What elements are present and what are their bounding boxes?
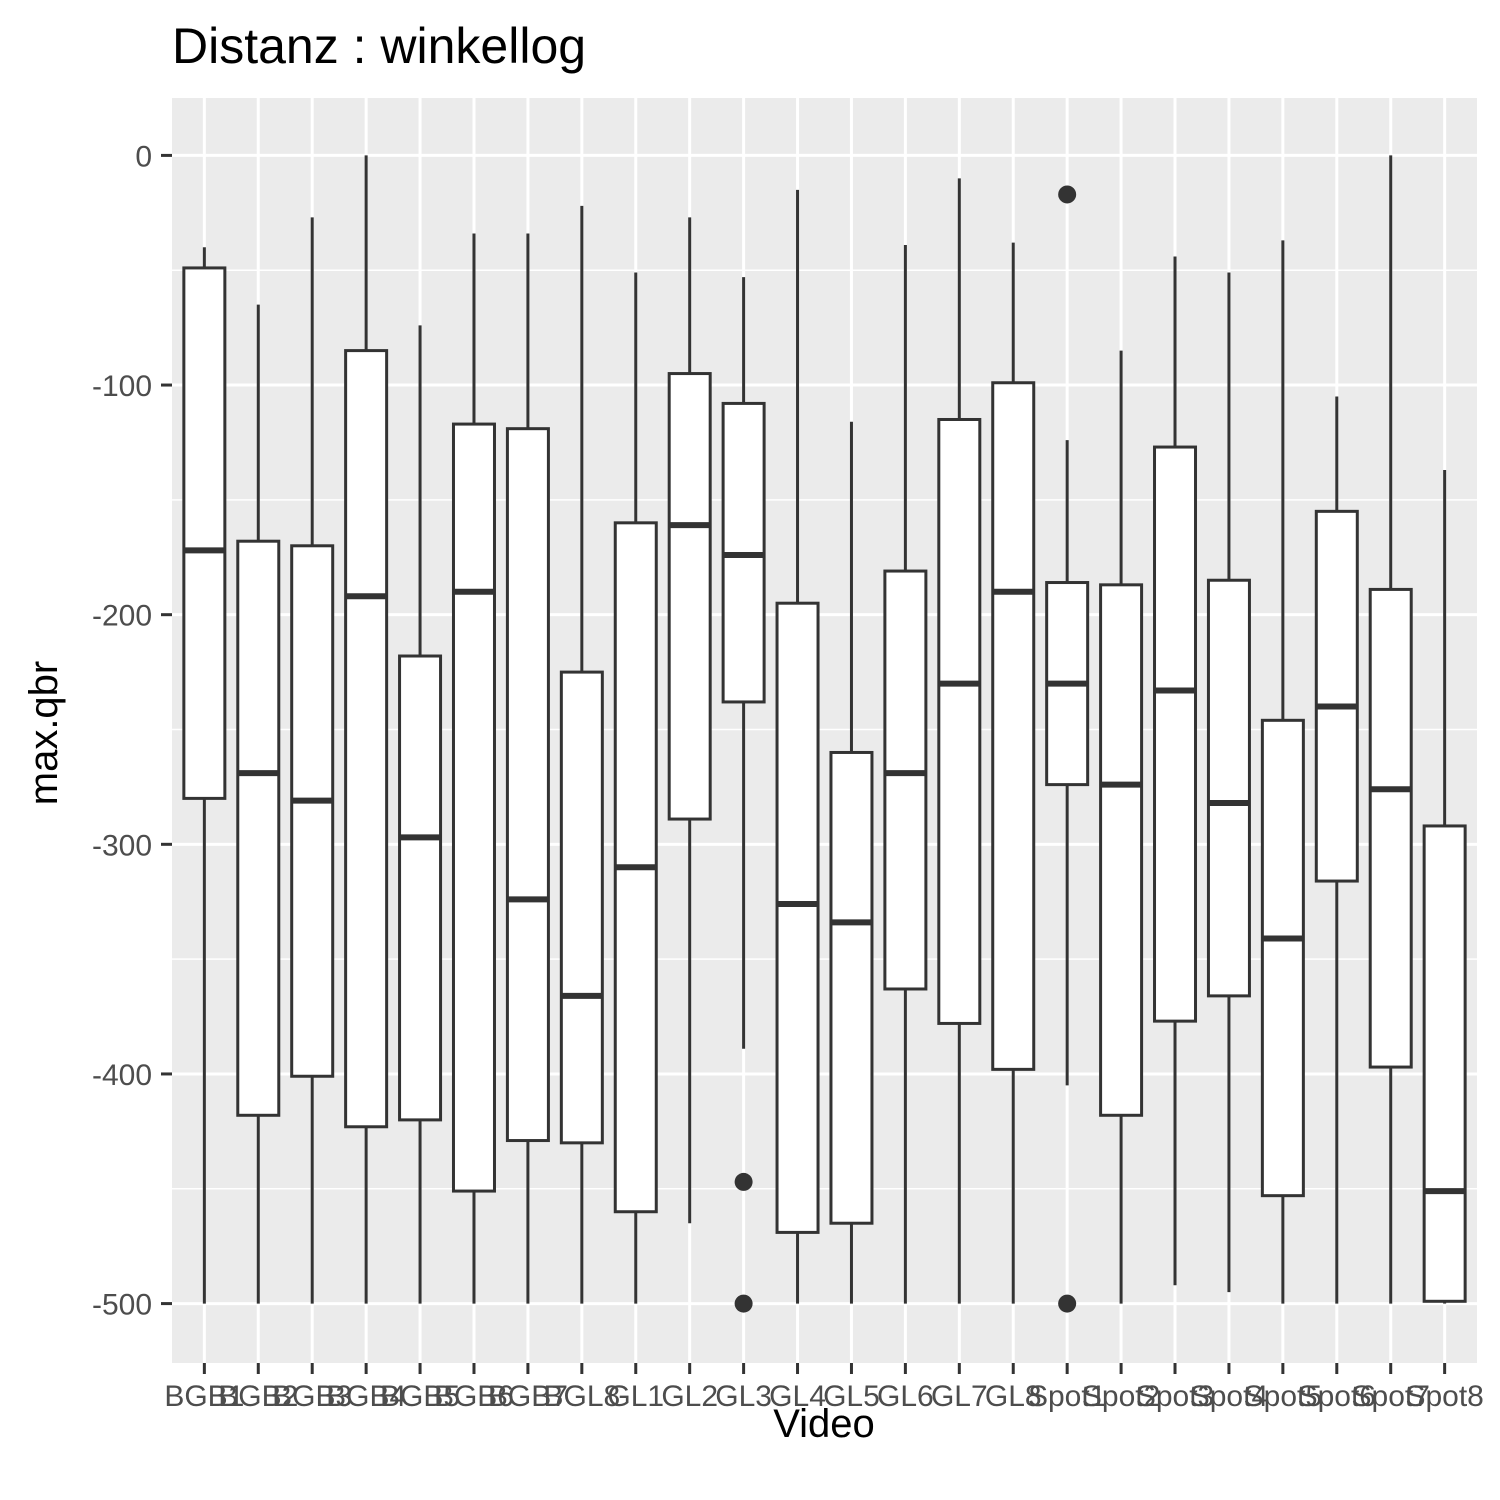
- box-iqr: [775, 601, 820, 1234]
- x-tick-label: Spot7: [1352, 1380, 1430, 1413]
- box-spot2: [1099, 350, 1144, 1304]
- box-bgb4: [344, 155, 389, 1304]
- x-tick-label: Spot4: [1190, 1380, 1268, 1413]
- plot-panel: [172, 98, 1477, 1363]
- box-iqr: [505, 427, 550, 1143]
- box-bgb5: [398, 325, 443, 1304]
- box-spot8: [1422, 470, 1467, 1304]
- minor-gridlines: [172, 269, 1477, 1190]
- box-iqr: [236, 539, 281, 1117]
- box-iqr: [1099, 583, 1144, 1117]
- y-tick-label: -500: [92, 1289, 152, 1322]
- x-tick-label: GL8: [985, 1380, 1042, 1413]
- x-tick-label: BGB1: [164, 1380, 244, 1413]
- box-iqr: [398, 654, 443, 1122]
- box-spot4: [1206, 272, 1251, 1293]
- x-tick-label: BGB3: [272, 1380, 352, 1413]
- box-bgb2: [236, 304, 281, 1304]
- box-iqr: [1314, 509, 1359, 883]
- x-tick-label: GL4: [769, 1380, 826, 1413]
- x-tick-label: BGB5: [380, 1380, 460, 1413]
- box-iqr: [290, 544, 335, 1078]
- x-axis: BGB1BGB2BGB3BGB4BGB5BGB6BGB7BGL8GL1GL2GL…: [164, 1363, 1484, 1413]
- box-gl8: [991, 242, 1036, 1304]
- x-tick-label: Spot5: [1244, 1380, 1322, 1413]
- box-spot6: [1314, 396, 1359, 1304]
- box-gl6: [883, 244, 928, 1304]
- box-gl1: [613, 272, 658, 1304]
- y-axis: 0 -100 -200 -300 -400 -500: [92, 140, 172, 1322]
- box-iqr: [883, 569, 928, 991]
- x-axis-title: Video: [773, 1402, 875, 1446]
- x-tick-label: GL3: [715, 1380, 772, 1413]
- box-gl3: [721, 277, 766, 1313]
- box-gl2: [667, 217, 712, 1224]
- box-iqr: [344, 349, 389, 1129]
- box-iqr: [182, 266, 227, 800]
- box-gl5: [829, 421, 874, 1304]
- box-spot1: [1045, 185, 1090, 1313]
- x-tick-label: BGL8: [543, 1380, 620, 1413]
- x-tick-label: GL1: [607, 1380, 664, 1413]
- box-iqr: [1153, 445, 1198, 1023]
- box-gl7: [937, 178, 982, 1304]
- box-spot5: [1260, 240, 1305, 1304]
- box-bgl8: [559, 205, 604, 1304]
- x-tick-label: GL2: [661, 1380, 718, 1413]
- box-bgb3: [290, 217, 335, 1304]
- x-tick-label: GL5: [823, 1380, 880, 1413]
- box-iqr: [1206, 578, 1251, 998]
- outlier-point: [734, 1172, 753, 1191]
- box-bgb6: [451, 233, 496, 1304]
- y-axis-title: max.qbr: [22, 661, 66, 806]
- box-iqr: [991, 381, 1036, 1071]
- boxes-layer: [182, 155, 1467, 1313]
- outlier-point: [1058, 1294, 1077, 1313]
- x-tick-label: Spot8: [1405, 1380, 1483, 1413]
- x-tick-label: Spot3: [1136, 1380, 1214, 1413]
- y-tick-label: -400: [92, 1059, 152, 1092]
- box-spot3: [1153, 256, 1198, 1286]
- x-tick-label: BGB6: [434, 1380, 514, 1413]
- chart-title: Distanz : winkellog: [172, 18, 586, 74]
- x-tick-label: Spot1: [1028, 1380, 1106, 1413]
- box-gl4: [775, 189, 820, 1304]
- box-iqr: [1368, 587, 1413, 1069]
- y-tick-label: -100: [92, 370, 152, 403]
- x-tick-label: GL6: [877, 1380, 934, 1413]
- box-iqr: [451, 422, 496, 1193]
- x-tick-label: Spot2: [1082, 1380, 1160, 1413]
- box-iqr: [829, 750, 874, 1225]
- x-tick-label: Spot6: [1298, 1380, 1376, 1413]
- x-tick-label: BGB2: [218, 1380, 298, 1413]
- outlier-point: [734, 1294, 753, 1313]
- box-iqr: [1422, 824, 1467, 1303]
- y-tick-label: 0: [135, 140, 152, 173]
- x-tick-label: BGB7: [488, 1380, 568, 1413]
- box-iqr: [667, 372, 712, 821]
- x-tick-label: GL7: [931, 1380, 988, 1413]
- box-iqr: [937, 417, 982, 1025]
- box-bgb1: [182, 247, 227, 1304]
- y-tick-label: -300: [92, 829, 152, 862]
- x-tick-label: BGB4: [326, 1380, 406, 1413]
- box-iqr: [559, 670, 604, 1145]
- box-iqr: [1260, 718, 1305, 1198]
- box-bgb7: [505, 233, 550, 1304]
- box-spot7: [1368, 155, 1413, 1304]
- y-tick-label: -200: [92, 600, 152, 633]
- outlier-point: [1058, 185, 1077, 204]
